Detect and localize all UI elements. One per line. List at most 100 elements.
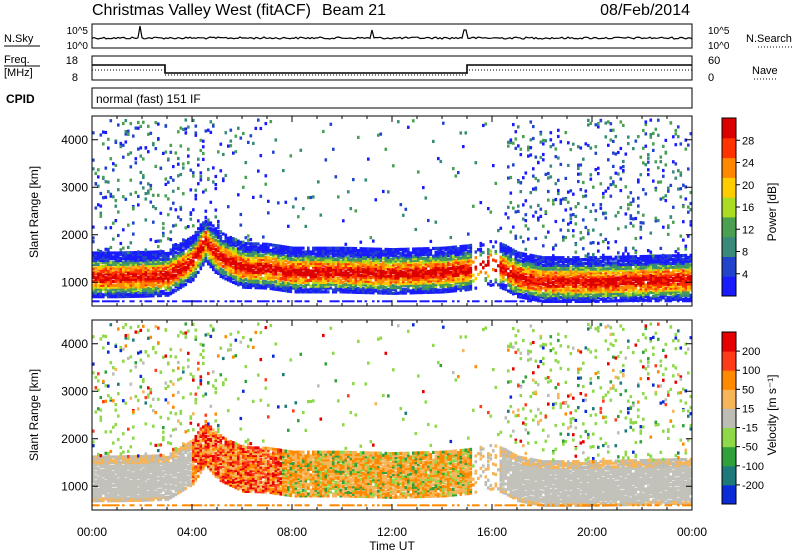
power-cell bbox=[177, 156, 180, 161]
power-cell bbox=[587, 267, 590, 271]
power-cell bbox=[99, 270, 103, 274]
power-cell bbox=[559, 275, 563, 279]
power-cell bbox=[192, 234, 195, 238]
power-cell bbox=[387, 274, 390, 278]
power-cell bbox=[369, 264, 373, 268]
power-cell bbox=[174, 254, 178, 259]
power-cell bbox=[367, 289, 370, 293]
power-cell bbox=[534, 298, 538, 302]
power-cell bbox=[554, 256, 558, 260]
power-cell bbox=[529, 257, 533, 261]
power-cell bbox=[157, 300, 160, 303]
power-cell bbox=[312, 256, 315, 260]
power-cell bbox=[342, 265, 345, 269]
power-cell bbox=[464, 255, 468, 260]
power-cell bbox=[117, 262, 120, 266]
power-cell bbox=[177, 272, 180, 276]
power-cell bbox=[394, 261, 398, 265]
power-cell bbox=[362, 254, 365, 258]
power-cell bbox=[142, 254, 145, 258]
power-cell bbox=[487, 207, 490, 211]
power-cell bbox=[267, 261, 270, 265]
power-cell bbox=[404, 257, 408, 261]
power-cell bbox=[379, 249, 383, 253]
power-cell bbox=[254, 265, 258, 269]
power-cell bbox=[192, 118, 195, 122]
power-cell bbox=[527, 285, 530, 289]
power-cell bbox=[259, 267, 263, 271]
power-cell bbox=[367, 253, 370, 257]
power-cell bbox=[557, 277, 560, 281]
power-cell bbox=[187, 273, 190, 278]
power-cell bbox=[214, 248, 218, 252]
power-cell bbox=[297, 288, 300, 292]
power-cell bbox=[402, 255, 405, 259]
power-cell bbox=[467, 261, 470, 265]
power-cell bbox=[439, 284, 443, 288]
power-cell bbox=[534, 279, 538, 283]
power-cell bbox=[559, 228, 563, 232]
freq-trace bbox=[92, 64, 692, 74]
power-cell bbox=[489, 249, 493, 253]
power-cell bbox=[319, 261, 323, 265]
power-cell bbox=[299, 252, 303, 256]
power-cell bbox=[264, 182, 268, 186]
power-cell bbox=[332, 275, 335, 279]
power-cell bbox=[539, 259, 543, 263]
power-cell bbox=[519, 181, 523, 185]
power-cell bbox=[167, 291, 170, 295]
power-cell bbox=[204, 253, 208, 257]
power-cell bbox=[419, 256, 423, 260]
power-cell bbox=[414, 253, 418, 257]
power-cell bbox=[512, 267, 515, 271]
power-data bbox=[92, 118, 693, 303]
power-cell bbox=[542, 294, 545, 298]
power-cell bbox=[439, 248, 443, 252]
power-cell bbox=[454, 272, 458, 276]
power-cell bbox=[182, 238, 185, 242]
power-cell bbox=[192, 267, 195, 271]
power-cell bbox=[379, 253, 383, 257]
power-cell bbox=[259, 248, 263, 252]
power-cell bbox=[262, 261, 265, 265]
power-cell bbox=[257, 300, 260, 303]
power-cell bbox=[187, 249, 190, 253]
power-cell bbox=[574, 299, 578, 303]
power-cell bbox=[417, 249, 420, 253]
power-cell bbox=[102, 300, 105, 303]
power-cell bbox=[452, 167, 455, 171]
power-cell bbox=[414, 279, 418, 283]
power-cell bbox=[187, 279, 190, 283]
power-cell bbox=[584, 194, 588, 198]
power-cell bbox=[232, 239, 235, 243]
power-cell bbox=[352, 260, 355, 264]
power-cell bbox=[422, 289, 425, 293]
power-cell bbox=[562, 235, 565, 239]
power-cell bbox=[177, 174, 180, 178]
power-cell bbox=[457, 273, 460, 277]
power-cell bbox=[282, 250, 285, 254]
power-cell bbox=[157, 294, 160, 298]
power-cell bbox=[557, 259, 560, 264]
power-cell bbox=[187, 256, 190, 260]
power-cell bbox=[177, 276, 180, 280]
power-cell bbox=[237, 193, 240, 197]
power-cell bbox=[242, 249, 245, 253]
power-cell bbox=[284, 264, 288, 268]
power-cell bbox=[109, 293, 113, 297]
power-cell bbox=[282, 252, 285, 256]
power-cell bbox=[304, 265, 308, 269]
power-cell bbox=[187, 260, 190, 264]
power-cell bbox=[389, 253, 393, 257]
power-cell bbox=[144, 256, 148, 260]
power-cell bbox=[359, 240, 363, 244]
power-cell bbox=[159, 284, 163, 288]
power-cell bbox=[114, 260, 118, 265]
power-cell bbox=[377, 255, 380, 259]
power-cell bbox=[134, 190, 138, 195]
power-cell bbox=[564, 278, 568, 283]
power-cell bbox=[532, 261, 535, 265]
power-cell bbox=[142, 275, 145, 279]
power-cell bbox=[144, 288, 148, 292]
power-cell bbox=[324, 278, 328, 283]
